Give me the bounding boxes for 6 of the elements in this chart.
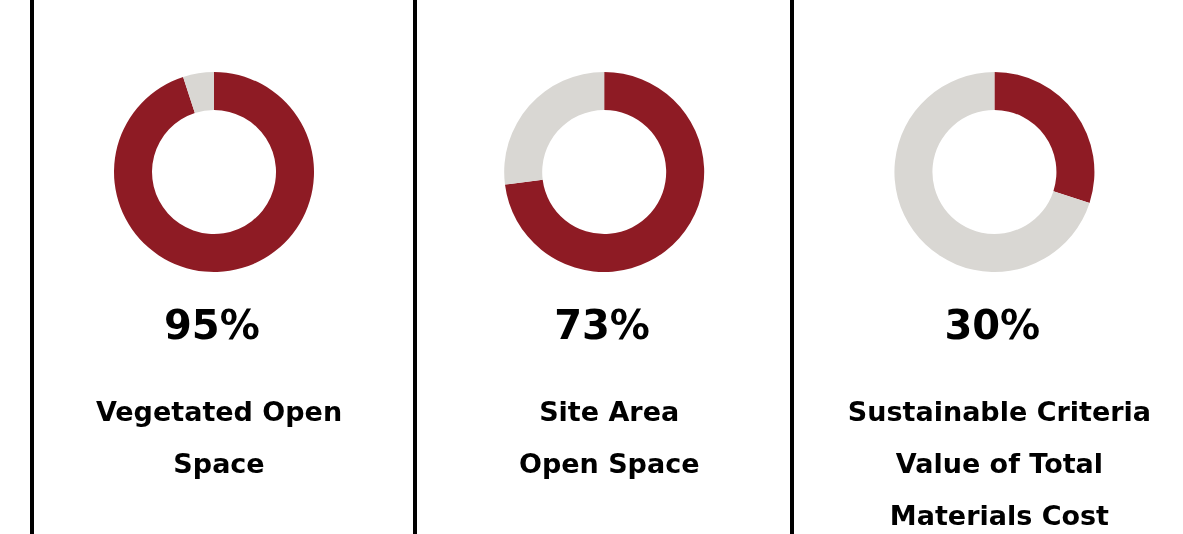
text: 30%	[944, 302, 1041, 348]
text: Vegetated Open Space	[95, 395, 343, 479]
text: 95%	[164, 302, 260, 348]
text: Sustainable Criteria Value of Total Materials Cost	[847, 395, 1152, 531]
text: 73%	[554, 302, 650, 348]
text: Site Area Open Space	[518, 395, 700, 479]
